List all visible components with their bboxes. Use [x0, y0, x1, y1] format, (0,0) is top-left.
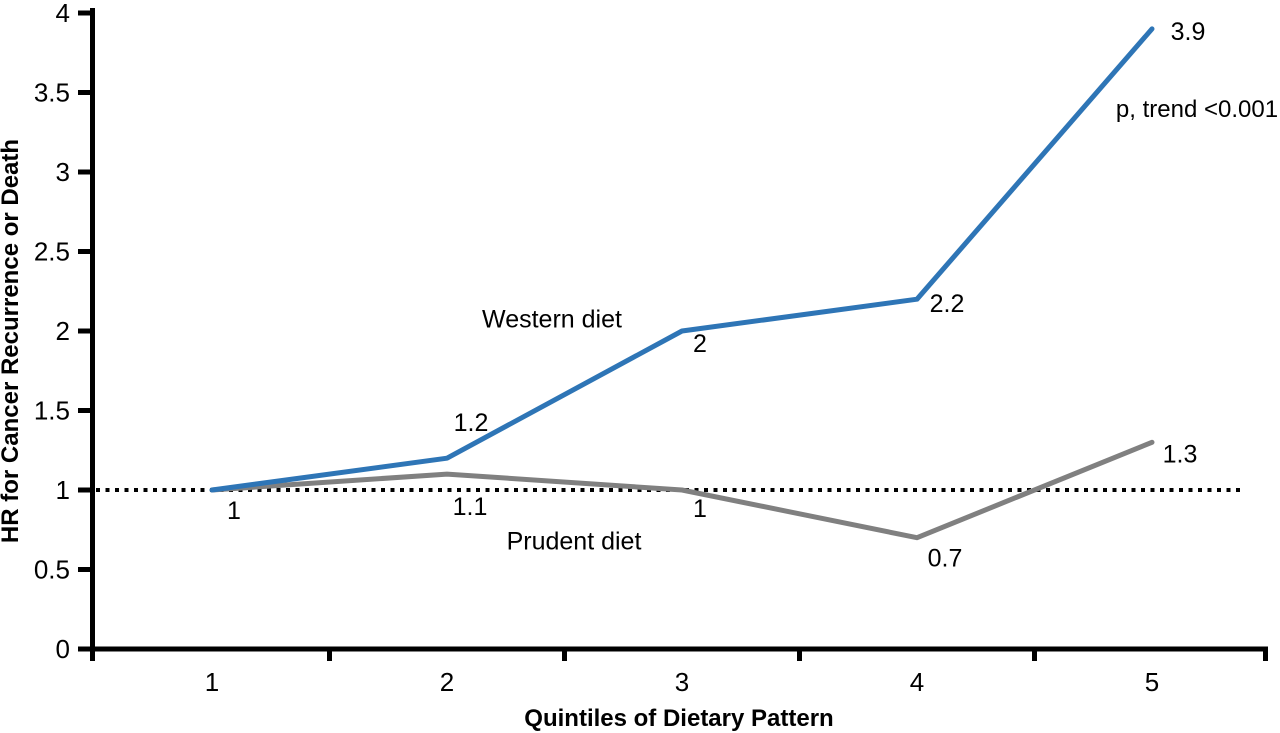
- western-diet-line: [209, 26, 1155, 493]
- y-tick-label: 0.5: [34, 555, 70, 585]
- point-label: 1.3: [1163, 440, 1198, 468]
- p-trend-annotation: p, trend <0.001: [1115, 96, 1279, 123]
- prudent-diet-line: [209, 439, 1155, 541]
- y-tick-label: 0: [56, 634, 70, 664]
- y-tick-label: 1: [56, 475, 70, 505]
- y-axis-title: HR for Cancer Recurrence or Death: [0, 138, 24, 544]
- x-tick-label: 3: [675, 667, 689, 697]
- y-tick-label: 3.5: [34, 78, 70, 108]
- point-label: 3.9: [1171, 18, 1206, 46]
- x-tick-label: 2: [440, 667, 454, 697]
- point-label: 0.7: [928, 545, 963, 573]
- point-label: 1.1: [453, 493, 488, 521]
- x-tick-label: 5: [1145, 667, 1159, 697]
- point-label: 1.2: [454, 409, 489, 437]
- x-axis-title: Quintiles of Dietary Pattern: [524, 705, 834, 732]
- prudent-diet-series-label: Prudent diet: [506, 527, 642, 556]
- point-label: 2: [693, 330, 707, 358]
- y-tick-label: 4: [56, 0, 70, 28]
- point-label: 1: [227, 497, 241, 525]
- y-tick-label: 2.5: [34, 237, 70, 267]
- point-label: 1: [693, 495, 707, 523]
- y-tick-label: 3: [56, 157, 70, 187]
- y-tick-label: 1.5: [34, 396, 70, 426]
- western-diet-series-label: Western diet: [482, 305, 622, 334]
- x-tick-label: 4: [910, 667, 924, 697]
- x-tick-label: 1: [205, 667, 219, 697]
- point-label: 2.2: [930, 290, 965, 318]
- y-tick-label: 2: [56, 316, 70, 346]
